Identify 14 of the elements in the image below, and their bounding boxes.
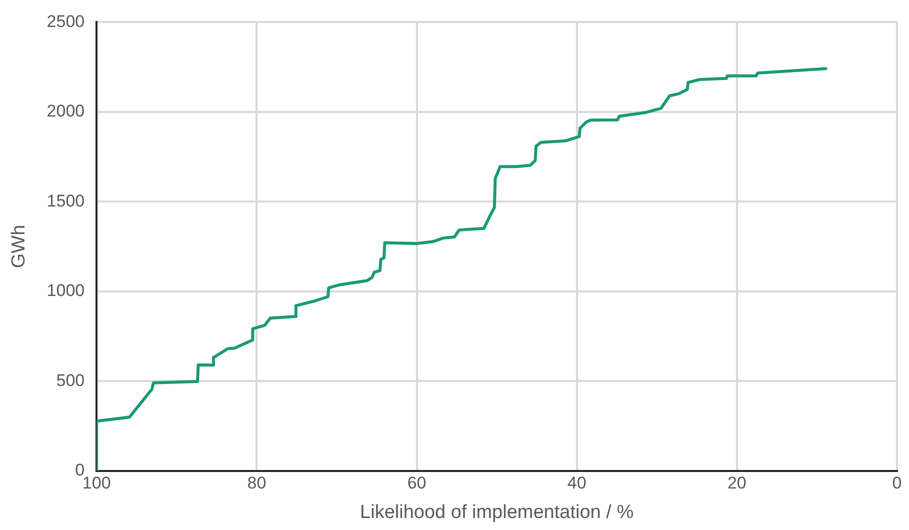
y-tick-label: 2500 <box>46 12 85 31</box>
x-tick-label: 100 <box>82 474 111 493</box>
x-tick-label: 80 <box>247 474 266 493</box>
x-tick-label: 40 <box>567 474 586 493</box>
y-tick-label: 0 <box>75 460 85 480</box>
x-tick-label: 20 <box>727 474 746 493</box>
y-tick-label: 1500 <box>46 191 85 210</box>
y-tick-label: 2000 <box>46 102 85 121</box>
x-axis-title: Likelihood of implementation / % <box>360 502 634 523</box>
x-tick-label: 0 <box>892 474 902 493</box>
y-tick-label: 1000 <box>46 281 85 300</box>
y-tick-label: 500 <box>56 370 85 390</box>
x-tick-label: 60 <box>407 474 426 493</box>
y-axis-title: GWh <box>8 224 30 268</box>
